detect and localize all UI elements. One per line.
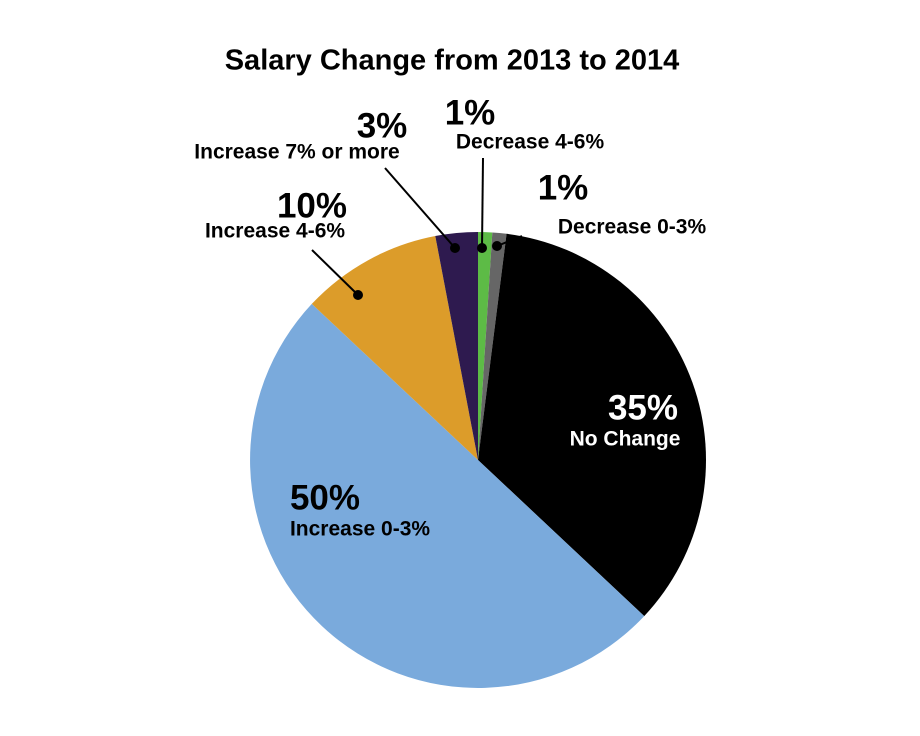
value-label: 3%: [357, 106, 408, 145]
leader-dot: [450, 243, 460, 253]
category-label: Decrease 0-3%: [558, 216, 707, 239]
pie-slice: [250, 303, 645, 688]
pie-slice: [478, 232, 507, 460]
category-label: No Change: [570, 428, 681, 451]
value-label: 10%: [277, 186, 347, 225]
pie-slice: [478, 232, 493, 460]
leader-line: [384, 167, 456, 249]
value-label: 1%: [538, 168, 589, 207]
pie-slice: [478, 233, 707, 617]
value-label: 50%: [290, 478, 360, 517]
leader-dot: [477, 243, 487, 253]
leader-line: [481, 157, 484, 249]
category-label: Increase 7% or more: [194, 141, 399, 164]
category-label: Increase 0-3%: [290, 518, 430, 541]
pie-slice: [435, 232, 478, 460]
leader-dot: [492, 241, 502, 251]
value-label: 35%: [608, 388, 678, 427]
category-label: Increase 4-6%: [205, 220, 345, 243]
chart-title: Salary Change from 2013 to 2014: [225, 45, 680, 77]
pie-slice: [311, 236, 478, 460]
category-label: Decrease 4-6%: [456, 131, 605, 154]
leader-line: [311, 249, 359, 296]
leader-dot: [353, 290, 363, 300]
value-label: 1%: [445, 93, 496, 132]
